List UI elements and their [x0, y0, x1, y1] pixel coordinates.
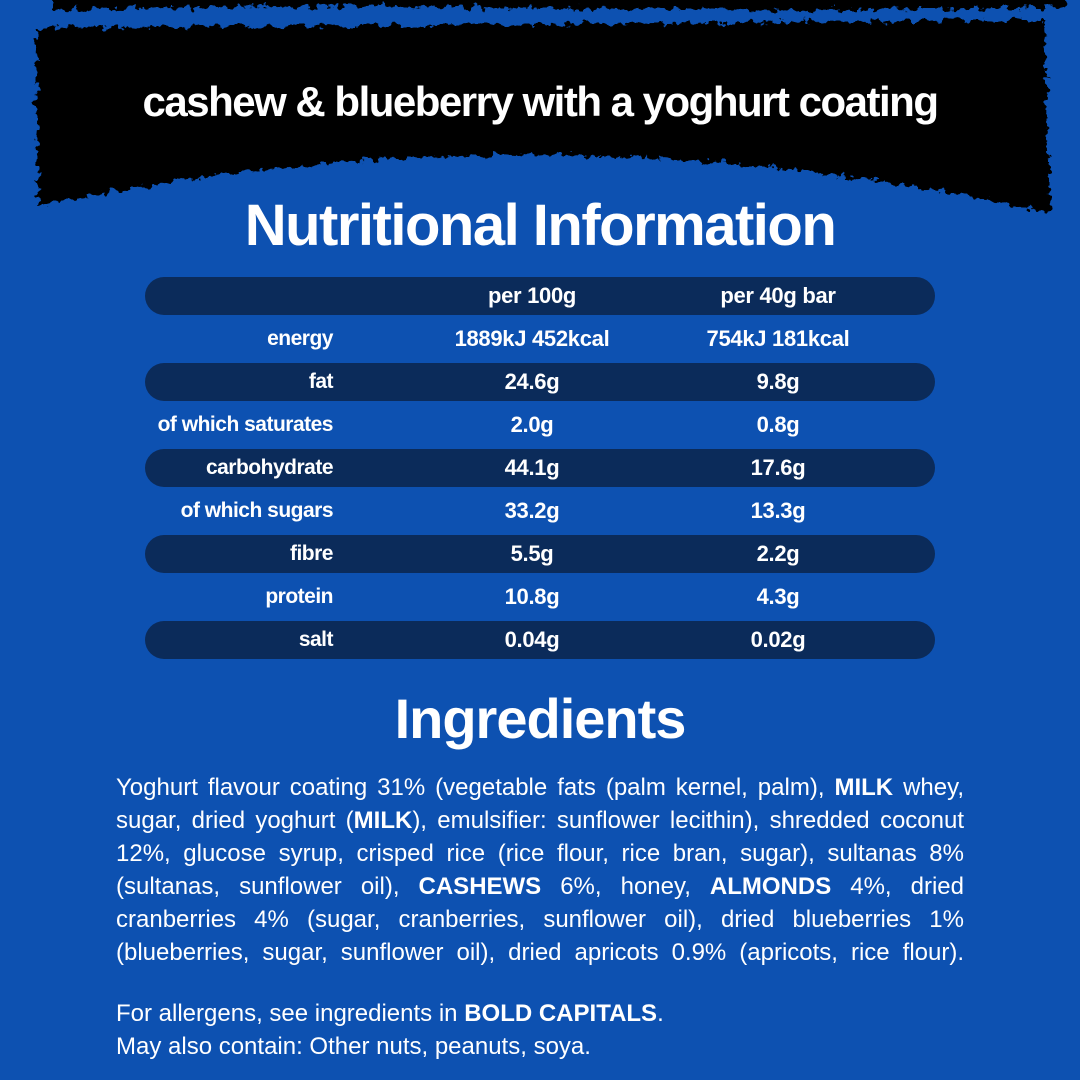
banner-top-strip	[52, 0, 1066, 10]
value-per-40g-bar: 9.8g	[756, 369, 800, 394]
allergen-bold-text: MILK	[834, 774, 894, 801]
table-row-of-which-saturates: of which saturates 2.0g 0.8g	[145, 406, 935, 444]
allergen-bold-text: ALMONDS	[709, 873, 832, 900]
allergen-bold-text: CASHEWS	[418, 873, 542, 900]
body-text-run: (blueberries, sugar, sunflower oil), dri…	[116, 939, 964, 966]
value-per-40g-bar: 754kJ 181kcal	[706, 326, 850, 351]
row-label: energy	[267, 327, 333, 350]
row-label: of which saturates	[157, 413, 334, 436]
table-row-fat: fat 24.6g 9.8g	[145, 363, 935, 401]
table-header-row: per 100g per 40g bar	[145, 277, 935, 315]
body-text-run: 6%, honey,	[541, 873, 710, 900]
value-per-40g-bar: 2.2g	[756, 541, 800, 566]
allergen-bold-text: MILK	[353, 807, 413, 834]
banner-main-block	[36, 20, 1050, 213]
table-row-carbohydrate: carbohydrate 44.1g 17.6g	[145, 449, 935, 487]
row-label: protein	[265, 585, 333, 608]
nutrition-title: Nutritional Information	[244, 193, 837, 258]
table-row-of-which-sugars: of which sugars 33.2g 13.3g	[145, 492, 935, 530]
value-per-100g: 33.2g	[504, 498, 560, 523]
nutrition-table: per 100g per 40g bar energy 1889kJ 452kca…	[145, 277, 935, 664]
body-text-run: cranberries 4% (sugar, cranberries, sunf…	[116, 906, 964, 933]
allergen-note: For allergens, see ingredients in BOLD C…	[116, 997, 964, 1030]
value-per-100g: 5.5g	[510, 541, 554, 566]
table-row-energy: energy 1889kJ 452kcal 754kJ 181kcal	[145, 320, 935, 358]
flavour-title: cashew & blueberry with a yoghurt coatin…	[142, 78, 940, 125]
table-row-salt: salt 0.04g 0.02g	[145, 621, 935, 659]
row-label: fibre	[289, 542, 334, 565]
body-text-run: ), emulsifier: sunflower lecithin), shre…	[412, 807, 964, 834]
body-text-run: 4%, dried	[831, 873, 964, 900]
value-per-100g: 0.04g	[504, 627, 560, 652]
value-per-40g-bar: 13.3g	[750, 498, 806, 523]
flavour-banner: cashew & blueberry with a yoghurt coatin…	[0, 0, 1080, 245]
body-text-run: sugar, dried yoghurt (	[116, 807, 354, 834]
table-row-fibre: fibre 5.5g 2.2g	[145, 535, 935, 573]
ingredients-text: Yoghurt flavour coating 31% (vegetable f…	[116, 771, 964, 969]
value-per-100g: 10.8g	[504, 584, 560, 609]
row-label: fat	[308, 370, 334, 393]
value-per-40g-bar: 4.3g	[756, 584, 800, 609]
value-per-100g: 1889kJ 452kcal	[454, 326, 610, 351]
body-text-run: (sultanas, sunflower oil),	[116, 873, 419, 900]
body-text-run: Yoghurt flavour coating 31% (vegetable f…	[116, 774, 835, 801]
ingredients-section: Ingredients Yoghurt flavour coating 31% …	[116, 686, 964, 1063]
body-text-run: whey,	[893, 774, 964, 801]
column-header-per-100g: per 100g	[487, 283, 577, 308]
allergen-notes: For allergens, see ingredients in BOLD C…	[116, 997, 964, 1063]
table-row-protein: protein 10.8g 4.3g	[145, 578, 935, 616]
body-text-run: 12%, glucose syrup, crisped rice (rice f…	[116, 840, 964, 867]
ingredients-title: Ingredients	[394, 687, 687, 750]
may-contain-note: May also contain: Other nuts, peanuts, s…	[116, 1030, 964, 1063]
row-label: salt	[298, 628, 334, 651]
value-per-40g-bar: 0.8g	[756, 412, 800, 437]
nutrition-table-rows: energy 1889kJ 452kcal 754kJ 181kcal fat 24.6…	[145, 320, 935, 659]
column-header-per-40g-bar: per 40g bar	[720, 283, 836, 308]
row-label: carbohydrate	[205, 456, 334, 479]
allergen-bold-text: BOLD CAPITALS	[464, 1000, 658, 1027]
body-text-run: For allergens, see ingredients in	[116, 1000, 465, 1027]
value-per-40g-bar: 0.02g	[750, 627, 806, 652]
brush-stroke-background	[36, 0, 1066, 213]
value-per-100g: 2.0g	[510, 412, 554, 437]
body-text-run: .	[657, 1000, 664, 1027]
value-per-40g-bar: 17.6g	[750, 455, 806, 480]
value-per-100g: 44.1g	[504, 455, 560, 480]
row-label: of which sugars	[180, 499, 334, 522]
body-text-run: May also contain: Other nuts, peanuts, s…	[116, 1033, 591, 1060]
value-per-100g: 24.6g	[504, 369, 560, 394]
